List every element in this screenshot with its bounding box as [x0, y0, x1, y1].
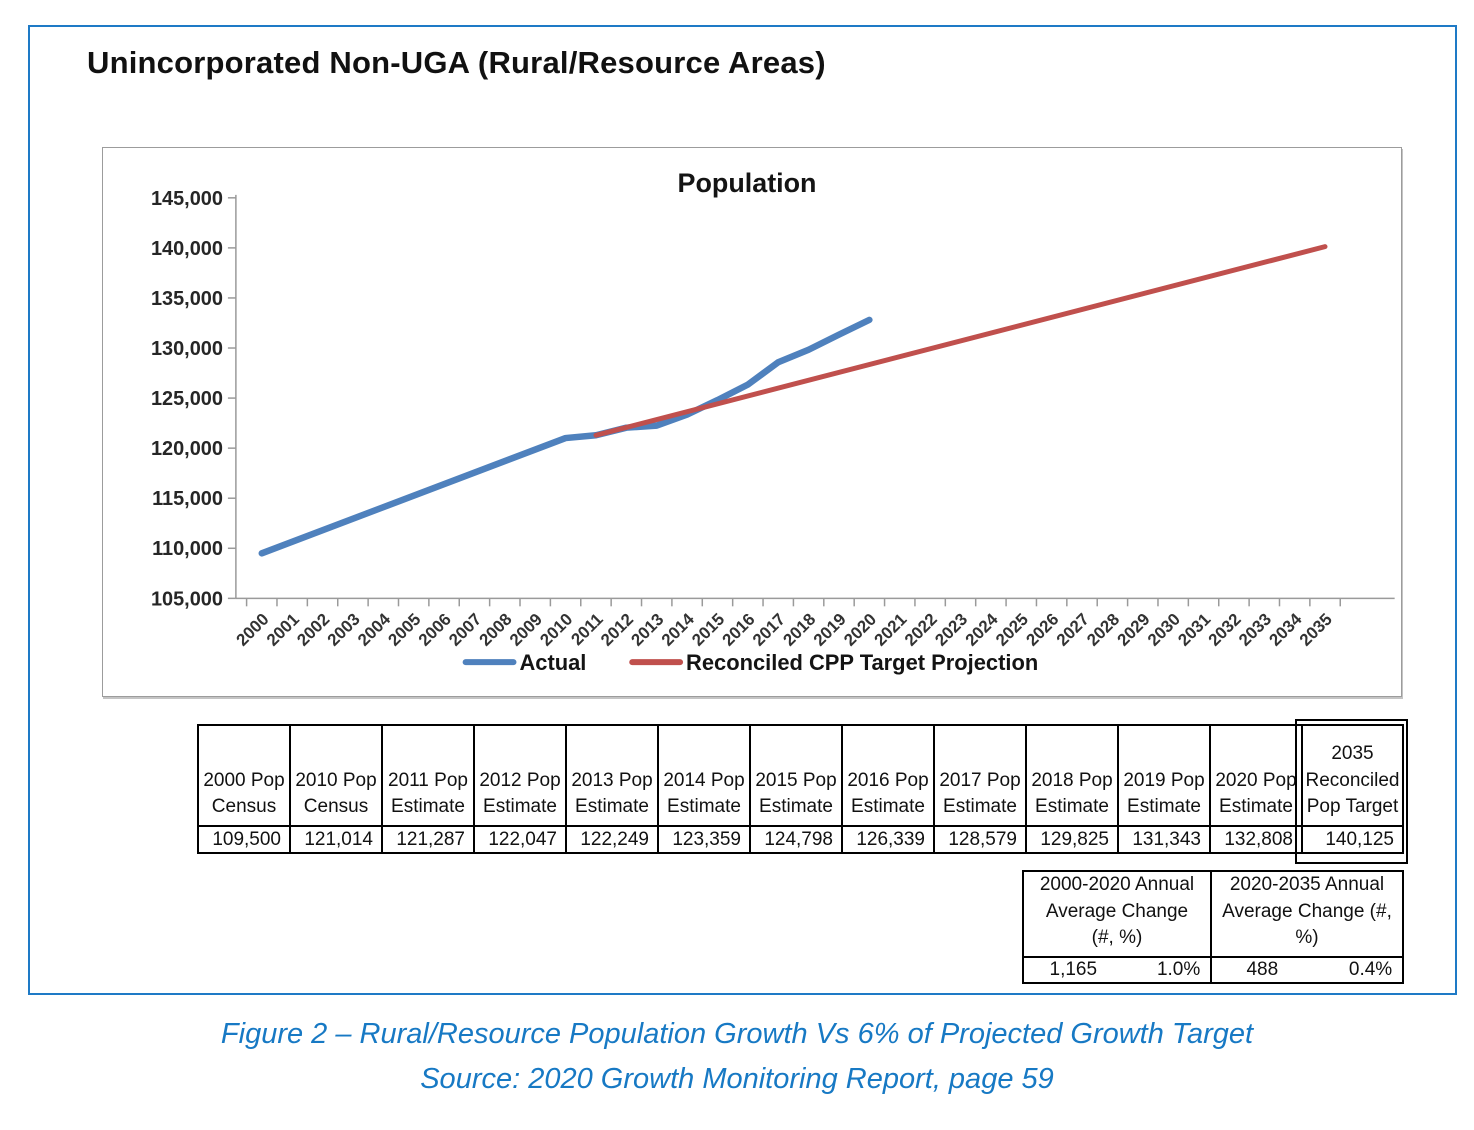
y-axis-label: 140,000 [151, 238, 223, 260]
x-axis-label: 2014 [658, 609, 698, 649]
x-axis-label: 2010 [536, 610, 576, 650]
pop-table-target-value-cell: 140,125 [1301, 825, 1404, 854]
population-chart: Population 105,000 110,000 115,000 120,000 12… [151, 168, 1395, 675]
population-chart-frame: Population 105,000 110,000 115,000 120,000 12… [102, 147, 1402, 697]
x-axis-label: 2020 [840, 610, 880, 650]
x-axis-label: 2013 [627, 610, 667, 650]
change-table-header-cell: 2000-2020 Annual Average Change (#, %) [1022, 870, 1212, 958]
pop-table-value-cell: 124,798 [749, 825, 843, 854]
pop-table-header-cell: 2018 Pop Estimate [1025, 724, 1119, 827]
y-axis-label: 145,000 [151, 188, 223, 210]
x-axis-label: 2025 [992, 610, 1032, 650]
pop-table-value-cell: 131,343 [1117, 825, 1211, 854]
pop-table-header-cell: 2016 Pop Estimate [841, 724, 935, 827]
figure-caption-line1: Figure 2 – Rural/Resource Population Gro… [220, 1018, 1254, 1050]
x-axis-label: 2007 [445, 610, 485, 650]
x-axis-label: 2027 [1053, 610, 1093, 650]
pop-table-value-cell: 129,825 [1025, 825, 1119, 854]
x-axis-label: 2019 [810, 610, 850, 650]
change-count: 488 [1246, 958, 1279, 980]
pop-table-value-cell: 123,359 [657, 825, 751, 854]
change-percent: 0.4% [1348, 958, 1393, 980]
x-axis-label: 2034 [1265, 609, 1305, 649]
x-axis-label: 2006 [415, 610, 455, 650]
x-axis-label: 2028 [1083, 610, 1123, 650]
annual-change-table: 2000-2020 Annual Average Change (#, %) 2020… [1022, 870, 1404, 984]
x-axis-label: 2017 [749, 610, 789, 650]
projection-series-line [593, 244, 1328, 438]
figure-caption-line2: Source: 2020 Growth Monitoring Report, p… [420, 1063, 1054, 1095]
chart-title: Population [678, 168, 817, 198]
y-axis-label: 125,000 [151, 388, 223, 410]
x-axis-label: 2000 [233, 610, 273, 650]
x-axis-label: 2021 [870, 610, 910, 650]
pop-table-header-cell: 2035 Reconciled Pop Target [1301, 724, 1404, 827]
change-percent: 1.0% [1156, 958, 1201, 980]
legend-label: Reconciled CPP Target Projection [686, 650, 1038, 675]
pop-table-value-cell: 109,500 [197, 825, 291, 854]
page-title: Unincorporated Non-UGA (Rural/Resource A… [87, 45, 826, 80]
x-axis-label: 2032 [1205, 610, 1245, 650]
x-axis-label: 2029 [1114, 610, 1154, 650]
x-axis-label: 2031 [1174, 610, 1214, 650]
x-axis-label: 2033 [1235, 610, 1275, 650]
pop-table-value-cell: 122,047 [473, 825, 567, 854]
x-axis-label: 2022 [901, 610, 941, 650]
x-axis-label: 2004 [354, 609, 394, 649]
chart-legend: Actual Reconciled CPP Target Projection [462, 650, 1038, 675]
y-axis-label: 105,000 [151, 588, 223, 610]
pop-table-value-cell: 128,579 [933, 825, 1027, 854]
pop-table-header-cell: 2015 Pop Estimate [749, 724, 843, 827]
y-axis-label: 130,000 [151, 338, 223, 360]
pop-table-header-cell: 2019 Pop Estimate [1117, 724, 1211, 827]
figure-caption: Figure 2 – Rural/Resource Population Gro… [0, 1012, 1474, 1102]
pop-table-header-cell: 2011 Pop Estimate [381, 724, 475, 827]
report-panel: Unincorporated Non-UGA (Rural/Resource A… [28, 25, 1457, 995]
x-axis-label: 2026 [1022, 610, 1062, 650]
y-axis-label: 110,000 [152, 538, 223, 560]
change-table-value-cell: 1,165 1.0% [1022, 955, 1212, 984]
x-axis-label: 2035 [1296, 610, 1336, 650]
x-axis-label: 2012 [597, 610, 637, 650]
y-axis-label: 115,000 [152, 488, 223, 510]
pop-table-header-cell: 2010 Pop Census [289, 724, 383, 827]
legend-label: Actual [519, 650, 586, 675]
pop-table-header-cell: 2017 Pop Estimate [933, 724, 1027, 827]
pop-table-value-cell: 121,014 [289, 825, 383, 854]
pop-table-value-cell: 132,808 [1209, 825, 1303, 854]
pop-table-header-cell: 2020 Pop Estimate [1209, 724, 1303, 827]
x-axis-label: 2015 [688, 610, 728, 650]
change-count: 1,165 [1049, 958, 1098, 980]
pop-table-header-cell: 2000 Pop Census [197, 724, 291, 827]
x-axis-label: 2005 [384, 610, 424, 650]
x-axis-label: 2002 [293, 610, 333, 650]
x-axis-label: 2011 [567, 610, 606, 649]
pop-table-value-cell: 121,287 [381, 825, 475, 854]
x-axis-label: 2030 [1144, 610, 1184, 650]
change-table-value-cell: 488 0.4% [1210, 955, 1404, 984]
population-table: 2000 Pop Census 2010 Pop Census 2011 Pop Esti… [197, 724, 1404, 854]
x-axis-label: 2016 [719, 610, 759, 650]
actual-series-line [258, 316, 873, 557]
x-axis-label: 2003 [324, 610, 364, 650]
pop-table-value-cell: 122,249 [565, 825, 659, 854]
pop-table-header-cell: 2013 Pop Estimate [565, 724, 659, 827]
x-axis-label: 2001 [263, 610, 303, 650]
x-axis-label: 2018 [779, 610, 819, 650]
x-axis-label: 2008 [476, 610, 516, 650]
y-axis-label: 120,000 [151, 438, 223, 460]
change-table-header-cell: 2020-2035 Annual Average Change (#, %) [1210, 870, 1404, 958]
pop-table-value-cell: 126,339 [841, 825, 935, 854]
pop-table-header-cell: 2012 Pop Estimate [473, 724, 567, 827]
y-axis-label: 135,000 [151, 288, 223, 310]
x-axis-label: 2024 [962, 609, 1002, 649]
pop-table-header-cell: 2014 Pop Estimate [657, 724, 751, 827]
x-axis-label: 2009 [506, 610, 546, 650]
x-axis-label: 2023 [931, 610, 971, 650]
